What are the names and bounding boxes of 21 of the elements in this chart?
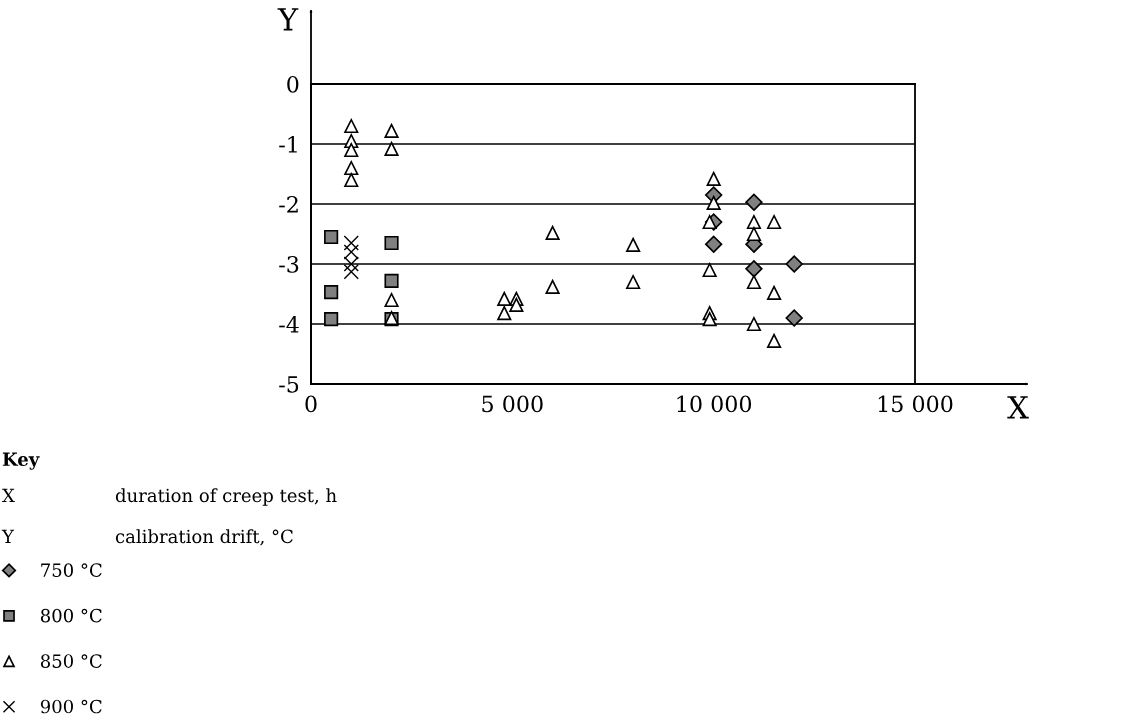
legend-label: 750 °C [41, 563, 102, 577]
x-tick-label: 15 000 [878, 395, 953, 413]
legend-label: 850 °C [40, 654, 102, 668]
y-axis-title: Y [277, 8, 299, 31]
legend-label: 900 °C [40, 699, 102, 714]
x-tick-label: 0 [305, 395, 317, 413]
y-tick-label: -4 [279, 315, 299, 333]
x-tick-label: 5 000 [482, 395, 543, 413]
text: Y [1, 529, 15, 543]
text: duration of creep test, h [115, 488, 337, 506]
y-tick-label: 0 [287, 75, 299, 93]
legend-label: 800 °C [40, 608, 102, 623]
legend-title: Key [2, 452, 40, 470]
text: calibration drift, °C [115, 529, 293, 546]
x-tick-label: 10 000 [677, 395, 752, 413]
x-axis-title: X [1007, 396, 1029, 419]
y-tick-label: -1 [279, 135, 297, 153]
y-tick-label: -5 [279, 376, 299, 393]
y-tick-label: -3 [279, 255, 299, 273]
y-tick-label: -2 [279, 195, 298, 213]
text: X [2, 488, 15, 502]
